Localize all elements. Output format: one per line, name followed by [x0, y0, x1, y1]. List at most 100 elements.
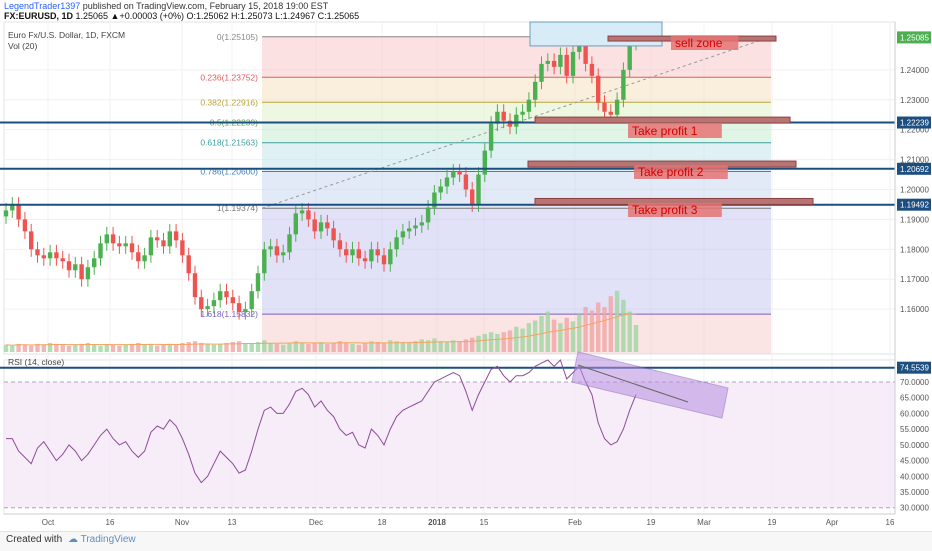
volume-bar	[186, 342, 191, 352]
candle-body	[356, 249, 361, 259]
candle-body	[236, 303, 242, 313]
price-tick-label: 1.24000	[900, 66, 929, 75]
rsi-pane	[4, 351, 895, 509]
time-tick-label: 19	[647, 518, 656, 527]
tradingview-logo[interactable]: ☁ TradingView	[68, 534, 136, 545]
candle-body	[192, 273, 198, 298]
volume-bar	[155, 345, 160, 352]
time-tick-label: 19	[768, 518, 777, 527]
volume-bar	[173, 344, 179, 352]
volume-bar	[287, 343, 292, 352]
candle-body	[596, 75, 601, 103]
candle-body	[243, 309, 248, 313]
candle-body	[558, 54, 563, 67]
rsi-tick-label: 55.0000	[900, 425, 929, 434]
rsi-tick-label: 40.0000	[900, 472, 929, 481]
candle-body	[173, 231, 179, 241]
fib-level-label: 0.236(1.23752)	[200, 72, 258, 82]
time-tick-label: 15	[480, 518, 489, 527]
volume-bar	[60, 344, 65, 352]
fib-level-label: 0.382(1.22916)	[200, 97, 258, 107]
volume-bar	[614, 290, 620, 352]
candle-body	[41, 255, 46, 259]
price-tick-label: 1.21000	[900, 156, 929, 165]
candle-body	[570, 51, 576, 76]
sell-zone-box	[529, 21, 663, 47]
time-tick-label: Oct	[42, 518, 55, 527]
volume-bar	[85, 343, 91, 352]
candle-body	[54, 252, 59, 259]
volume-bar	[161, 344, 166, 352]
volume-bar	[350, 343, 355, 352]
volume-bar	[551, 319, 557, 352]
volume-bar	[92, 344, 97, 352]
rsi-tick-label: 45.0000	[900, 457, 929, 466]
volume-bar	[596, 302, 601, 352]
volume-bar	[608, 296, 613, 352]
candle-body	[22, 219, 28, 232]
volume-bar	[394, 341, 399, 352]
volume-bar	[318, 342, 324, 352]
candle-body	[299, 210, 305, 214]
volume-bar	[41, 344, 46, 352]
volume-bar	[627, 311, 632, 352]
candle-body	[457, 171, 462, 175]
time-axis: Oct 16 Nov 13 Dec 18 2018 15 Feb 19 Mar 19 Apr 16	[4, 513, 895, 527]
sell-zone-label-bg	[671, 36, 739, 50]
candle-body	[142, 255, 147, 262]
candle-body	[564, 54, 569, 76]
candle-body	[438, 186, 443, 193]
volume-bar	[520, 328, 525, 352]
fib-band	[262, 77, 771, 103]
fib-level-label: 0(1.25105)	[217, 32, 258, 42]
volume-bar	[268, 343, 273, 352]
candle-body	[400, 231, 406, 238]
candle-body	[281, 252, 286, 256]
price-badge	[897, 198, 931, 211]
volume-bar	[255, 342, 261, 352]
candle-body	[381, 255, 387, 265]
volume-bar	[3, 344, 9, 352]
candle-body	[16, 204, 21, 220]
rsi-line	[6, 359, 637, 484]
candle-body	[180, 240, 185, 256]
volume-bar	[507, 330, 513, 352]
volume-bar	[558, 323, 563, 352]
volume-legend: Vol (20)	[8, 41, 38, 51]
volume-bar	[457, 341, 462, 352]
volume-bar	[148, 343, 154, 352]
candle-body	[92, 258, 97, 268]
volume-bar	[218, 343, 223, 352]
candle-body	[507, 120, 513, 127]
candle-body	[425, 207, 431, 223]
volume-bar	[16, 343, 21, 352]
volume-bar	[533, 320, 538, 352]
rsi-tick-label: 35.0000	[900, 488, 929, 497]
candle-body	[501, 111, 506, 121]
candle-body	[211, 300, 217, 307]
tp2-label: Take profit 2	[638, 165, 704, 179]
candle-body	[602, 102, 607, 112]
volume-bar	[381, 343, 387, 352]
candle-body	[470, 189, 475, 205]
annotation-zones: sell zone Take profit 1 Take profit 2 Take …	[527, 21, 814, 217]
volume-ma-line	[5, 313, 637, 346]
candle-body	[161, 240, 166, 247]
time-tick-label: Dec	[309, 518, 323, 527]
candle-body	[199, 297, 204, 310]
price-badge-label: 1.20692	[900, 165, 929, 174]
author-link[interactable]: LegendTrader1397	[4, 1, 81, 11]
candle-body	[407, 228, 412, 232]
volume-bar	[488, 332, 494, 352]
candle-body	[29, 231, 34, 250]
volume-bar	[262, 340, 267, 352]
rsi-badge-label: 74.5539	[900, 364, 929, 373]
volume-bar	[129, 343, 135, 352]
candle-body	[344, 249, 349, 256]
candle-body	[533, 81, 538, 100]
volume-bar	[236, 341, 242, 352]
candle-body	[287, 234, 292, 253]
volume-bar	[192, 341, 198, 352]
footer-bar	[0, 531, 932, 551]
